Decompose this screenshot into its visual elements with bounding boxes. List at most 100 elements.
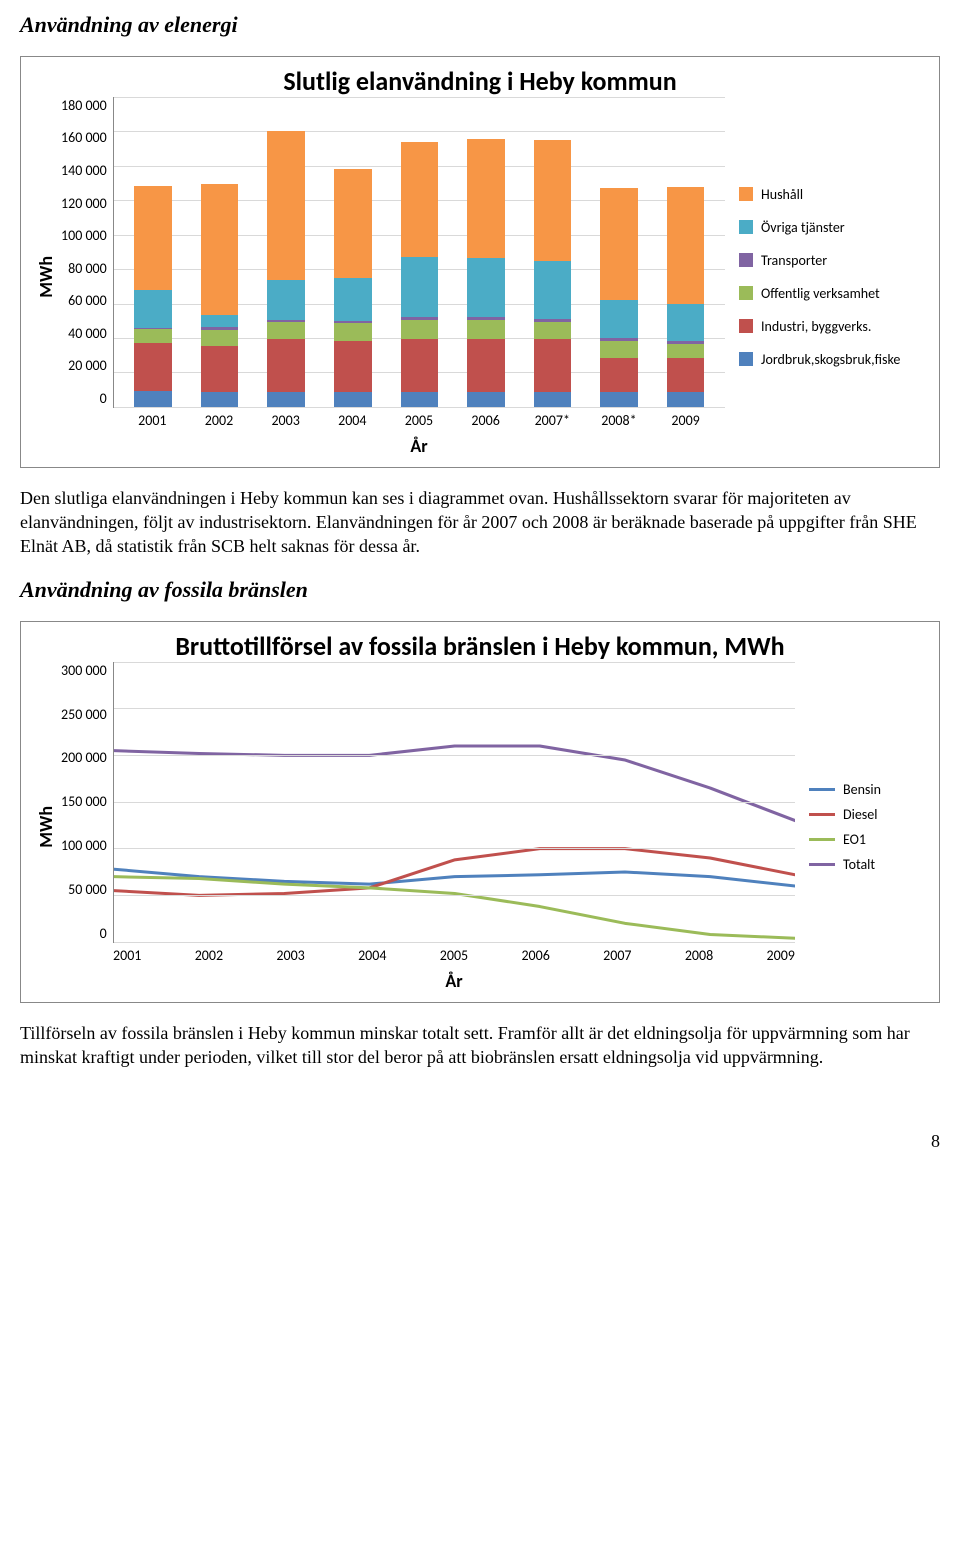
legend-swatch-icon: [739, 352, 753, 366]
line-chart-series-path: [114, 848, 795, 895]
bar-chart-segment: [401, 142, 439, 257]
paragraph-elenergi: Den slutliga elanvändningen i Heby kommu…: [20, 486, 940, 559]
bar-chart-legend-item: Offentlig verksamhet: [739, 285, 929, 302]
legend-line-icon: [809, 838, 835, 841]
bar-chart-segment: [667, 344, 705, 358]
legend-line-icon: [809, 863, 835, 866]
bar-chart-ylabel: MWh: [35, 256, 57, 298]
bar-chart-plot-row: 180 000160 000140 000120 000100 00080 00…: [61, 97, 725, 408]
bar-chart-bar: [667, 187, 705, 407]
legend-label: Diesel: [843, 806, 877, 823]
bar-chart-segment: [401, 392, 439, 407]
bar-chart-xrow: 2001200220032004200520062007*2008*2009 Å…: [61, 408, 725, 457]
line-chart-ytick: 150 000: [61, 793, 107, 810]
bar-chart-segment: [600, 392, 638, 407]
bar-chart-segment: [467, 320, 505, 339]
bar-chart-ytick: 40 000: [68, 325, 107, 342]
line-chart-container: Bruttotillförsel av fossila bränslen i H…: [20, 621, 940, 1003]
legend-line-icon: [809, 813, 835, 816]
bar-chart-bars-layer: [114, 97, 725, 407]
bar-chart-ytick: 120 000: [61, 195, 107, 212]
bar-chart-container: Slutlig elanvändning i Heby kommun MWh 1…: [20, 56, 940, 468]
bar-chart-segment: [600, 341, 638, 358]
bar-chart-segment: [201, 330, 239, 346]
line-chart-ytick: 0: [100, 925, 107, 942]
line-chart-gridline: [114, 802, 795, 803]
bar-chart-segment: [134, 391, 172, 407]
bar-chart-legend-item: Hushåll: [739, 186, 929, 203]
bar-chart-segment: [600, 188, 638, 300]
bar-chart-segment: [334, 323, 372, 340]
line-chart-ytick: 100 000: [61, 837, 107, 854]
paragraph-fossila: Tillförseln av fossila bränslen i Heby k…: [20, 1021, 940, 1070]
line-chart-gridline: [114, 755, 795, 756]
line-chart-body: MWh 300 000250 000200 000150 000100 0005…: [31, 662, 929, 992]
line-chart-gridline: [114, 942, 795, 943]
line-chart-legend: BensinDieselEO1Totalt: [795, 662, 929, 992]
line-chart-series-path: [114, 869, 795, 886]
bar-chart-segment: [467, 339, 505, 392]
bar-chart-ytick: 160 000: [61, 129, 107, 146]
bar-chart-xtick: 2009: [652, 412, 719, 429]
line-chart-ylabel-col: MWh: [31, 662, 61, 992]
bar-chart-xtick: 2003: [252, 412, 319, 429]
bar-chart-segment: [134, 343, 172, 391]
line-chart-series-path: [114, 746, 795, 821]
legend-swatch-icon: [739, 220, 753, 234]
bar-chart-segment: [267, 339, 305, 392]
line-chart-ytick: 250 000: [61, 706, 107, 723]
legend-label: Transporter: [761, 252, 827, 269]
bar-chart-legend-item: Övriga tjänster: [739, 219, 929, 236]
bar-chart-plot-col: 180 000160 000140 000120 000100 00080 00…: [61, 97, 725, 457]
line-chart-ytick: 300 000: [61, 662, 107, 679]
legend-label: Jordbruk,skogsbruk,fiske: [761, 351, 900, 368]
bar-chart-bar: [600, 188, 638, 407]
bar-chart-segment: [201, 315, 239, 327]
bar-chart-segment: [134, 329, 172, 343]
bar-chart-legend-item: Jordbruk,skogsbruk,fiske: [739, 351, 929, 368]
line-chart-xlabel: År: [113, 970, 795, 992]
bar-chart-xtick: 2002: [186, 412, 253, 429]
line-chart-yticks: 300 000250 000200 000150 000100 00050 00…: [61, 662, 113, 942]
legend-label: Offentlig verksamhet: [761, 285, 880, 302]
bar-chart-segment: [334, 392, 372, 407]
page-number: 8: [0, 1107, 960, 1152]
line-chart-xtick: 2005: [440, 947, 468, 964]
legend-swatch-icon: [739, 253, 753, 267]
line-chart-ylabel: MWh: [35, 806, 57, 848]
bar-chart-xtick: 2001: [119, 412, 186, 429]
line-chart-gridline: [114, 708, 795, 709]
bar-chart-legend-item: Industri, byggverks.: [739, 318, 929, 335]
line-chart-xtick: 2001: [113, 947, 141, 964]
line-chart-plot-col: 300 000250 000200 000150 000100 00050 00…: [61, 662, 795, 992]
bar-chart-ylabel-col: MWh: [31, 97, 61, 457]
bar-chart-bar: [134, 186, 172, 406]
section-heading-fossila: Användning av fossila bränslen: [20, 577, 940, 603]
bar-chart-xtick: 2005: [386, 412, 453, 429]
bar-chart-segment: [534, 140, 572, 261]
line-chart-xtick: 2002: [195, 947, 223, 964]
line-chart-xrow: 200120022003200420052006200720082009 År: [61, 943, 795, 992]
line-chart-plot-area: [113, 662, 795, 943]
bar-chart-ytick: 180 000: [61, 97, 107, 114]
line-chart-ytick: 50 000: [68, 881, 107, 898]
bar-chart-xlabel: År: [113, 435, 725, 457]
line-chart-xtick: 2006: [521, 947, 549, 964]
legend-line-icon: [809, 788, 835, 791]
bar-chart-ytick: 80 000: [68, 260, 107, 277]
bar-chart-xtick: 2008*: [586, 412, 653, 429]
bar-chart-segment: [667, 187, 705, 304]
bar-chart-segment: [534, 322, 572, 339]
legend-label: Bensin: [843, 781, 881, 798]
bar-chart-xtick: 2006: [452, 412, 519, 429]
bar-chart-segment: [600, 300, 638, 338]
bar-chart-xticks: 2001200220032004200520062007*2008*2009: [113, 408, 725, 429]
bar-chart-ytick: 100 000: [61, 227, 107, 244]
bar-chart-segment: [134, 186, 172, 289]
bar-chart-segment: [467, 139, 505, 258]
page-container: Användning av elenergi Slutlig elanvändn…: [0, 12, 960, 1107]
bar-chart-segment: [201, 184, 239, 315]
bar-chart-segment: [401, 320, 439, 339]
line-chart-xtick: 2007: [603, 947, 631, 964]
bar-chart-segment: [467, 392, 505, 407]
